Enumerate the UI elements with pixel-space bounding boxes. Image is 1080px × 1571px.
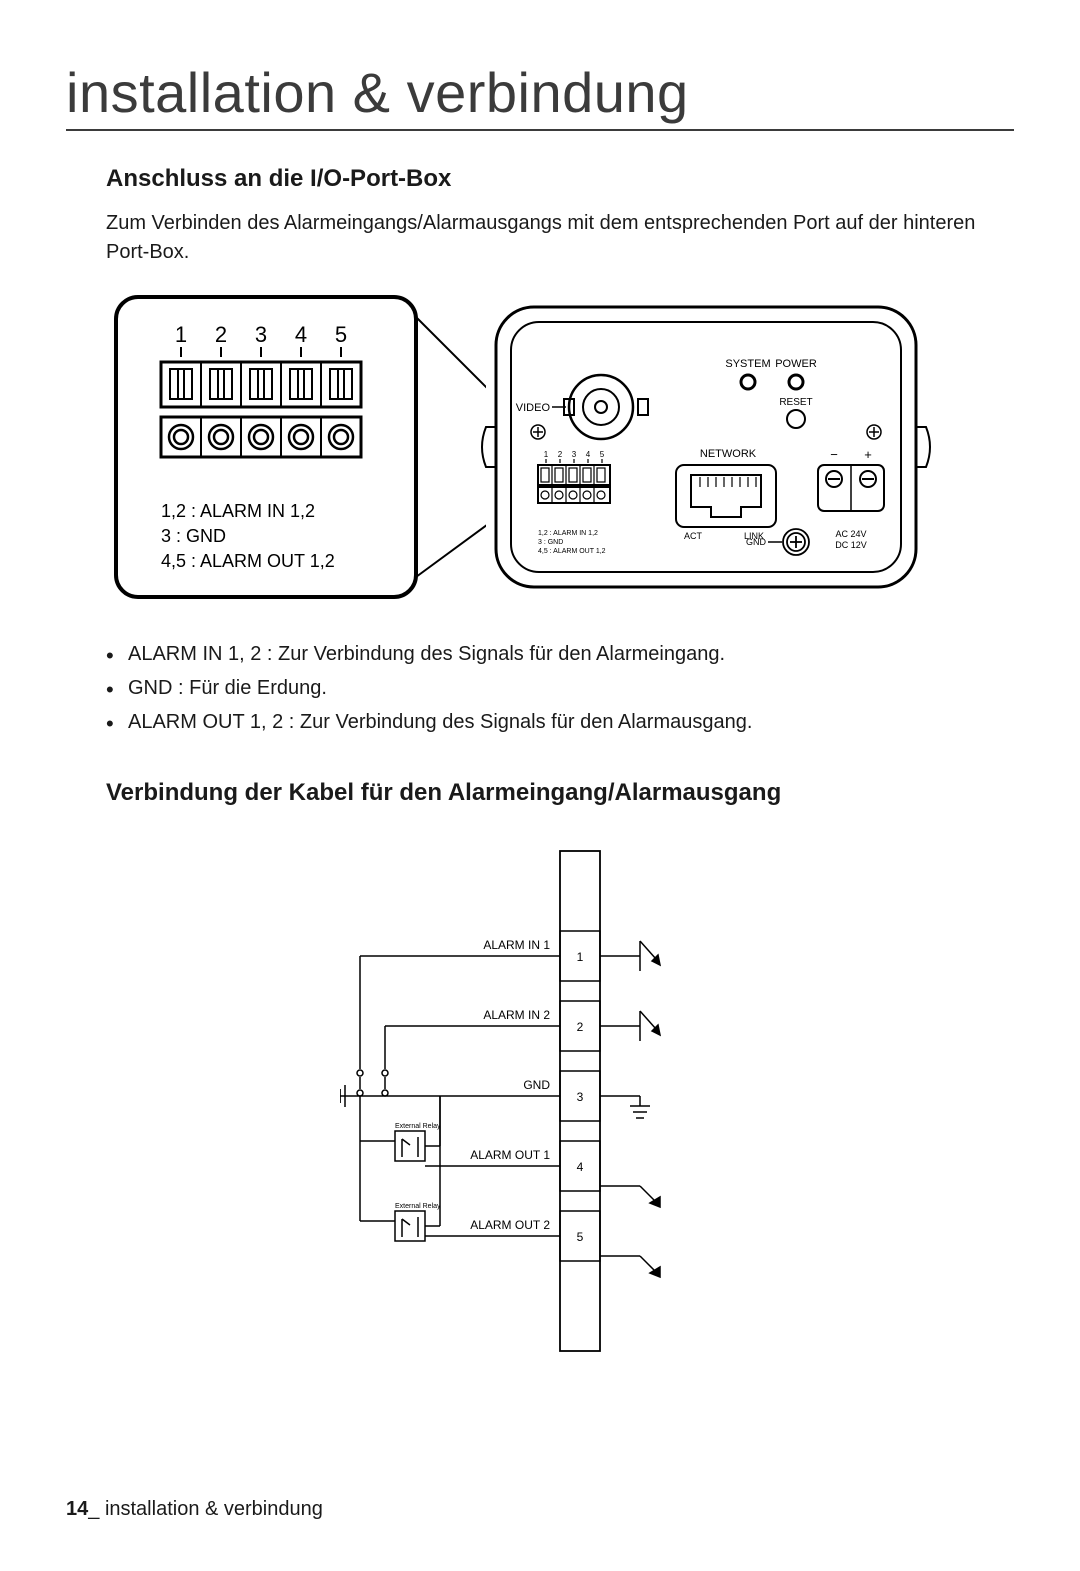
rear-terminal-legend: 1,2 : ALARM IN 1,2 (538, 530, 598, 537)
video-label: VIDEO (516, 402, 551, 414)
section-heading-io: Anschluss an die I/O-Port-Box (106, 165, 994, 193)
page-title: installation & verbindung (66, 60, 1014, 131)
terminal-detail-diagram: 1 2 3 4 5 (106, 287, 486, 607)
screw-icon (867, 425, 881, 439)
minus-label: − (830, 447, 838, 462)
video-connector-icon (564, 375, 648, 439)
terminal-legend: 3 : GND (161, 526, 226, 546)
screw-icon (531, 425, 545, 439)
pin-num: 5 (335, 322, 347, 347)
rear-pin-num: 3 (572, 450, 577, 459)
wiring-row-label: GND (523, 1078, 550, 1092)
section-intro: Zum Verbinden des Alarmeingangs/Alarmaus… (106, 209, 994, 267)
wiring-row-label: ALARM IN 1 (483, 938, 550, 952)
rear-pin-num: 2 (558, 450, 563, 459)
page-footer: 14_ installation & verbindung (66, 1498, 323, 1521)
wiring-pin-num: 4 (577, 1160, 584, 1174)
rear-pin-num: 4 (586, 450, 591, 459)
bullet-item: GND : Für die Erdung. (106, 671, 994, 705)
terminal-legend: 4,5 : ALARM OUT 1,2 (161, 551, 335, 571)
system-led-icon (741, 375, 755, 389)
rear-terminal-legend: 3 : GND (538, 539, 563, 546)
bullet-item: ALARM IN 1, 2 : Zur Verbindung des Signa… (106, 637, 994, 671)
io-diagram-row: 1 2 3 4 5 (106, 287, 994, 607)
plus-label: + (864, 447, 872, 462)
pin-num: 1 (175, 322, 187, 347)
wiring-pin-num: 1 (577, 950, 584, 964)
wiring-pin-num: 2 (577, 1020, 584, 1034)
rear-panel-diagram: VIDEO SYSTEM POWER RESET NE (476, 287, 936, 607)
rear-pin-num: 5 (600, 450, 605, 459)
bullet-list: ALARM IN 1, 2 : Zur Verbindung des Signa… (106, 637, 994, 739)
relay-label: External Relay (395, 1123, 441, 1130)
footer-text: installation & verbindung (105, 1498, 323, 1520)
rear-terminal-legend: 4,5 : ALARM OUT 1,2 (538, 548, 606, 555)
pin-num: 3 (255, 322, 267, 347)
wiring-pin-num: 3 (577, 1090, 584, 1104)
network-jack-icon (676, 465, 776, 527)
page-number: 14 (66, 1498, 88, 1520)
reset-label: RESET (779, 397, 812, 408)
system-label: SYSTEM (725, 358, 770, 370)
power-led-icon (789, 375, 803, 389)
wiring-pin-num: 5 (577, 1230, 584, 1244)
bullet-item: ALARM OUT 1, 2 : Zur Verbindung des Sign… (106, 705, 994, 739)
gnd-label: GND (746, 537, 767, 547)
wiring-row-label: ALARM IN 2 (483, 1008, 550, 1022)
power-spec: DC 12V (835, 540, 867, 550)
power-spec: AC 24V (835, 529, 866, 539)
pin-num: 2 (215, 322, 227, 347)
wiring-diagram: 1 2 3 4 5 ALARM IN 1 ALARM IN 2 GND ALAR… (340, 831, 760, 1361)
relay-label: External Relay (395, 1203, 441, 1210)
rear-pin-num: 1 (544, 450, 549, 459)
pin-num: 4 (295, 322, 307, 347)
wiring-row-label: ALARM OUT 1 (470, 1148, 550, 1162)
reset-button-icon (787, 410, 805, 428)
wiring-row-label: ALARM OUT 2 (470, 1218, 550, 1232)
terminal-legend: 1,2 : ALARM IN 1,2 (161, 501, 315, 521)
act-label: ACT (684, 531, 703, 541)
network-label: NETWORK (700, 448, 757, 460)
gnd-screw-icon (783, 529, 809, 555)
power-label: POWER (775, 358, 817, 370)
section-heading-wiring: Verbindung der Kabel für den Alarmeingan… (106, 779, 994, 807)
